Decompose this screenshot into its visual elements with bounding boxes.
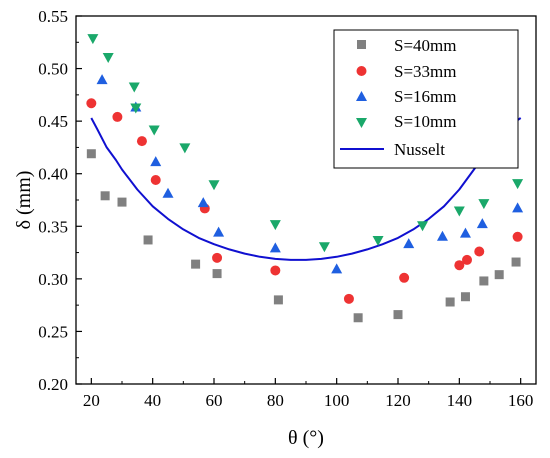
data-point-s-40mm: [479, 276, 489, 286]
data-point-s-33mm: [136, 136, 147, 147]
data-point-s-10mm: [148, 125, 160, 136]
data-point-s-10mm: [478, 199, 490, 210]
data-point-s-10mm: [208, 180, 220, 191]
y-tick-label: 0.30: [38, 270, 68, 289]
data-point-s-16mm: [150, 156, 162, 167]
y-tick-label: 0.55: [38, 7, 68, 26]
legend-label-s40: S=40mm: [394, 36, 457, 55]
data-point-s-40mm: [117, 197, 127, 207]
x-tick-label: 20: [83, 391, 100, 410]
data-point-s-40mm: [273, 295, 283, 305]
y-tick-label: 0.25: [38, 322, 68, 341]
legend-marker-s40: [357, 40, 366, 49]
data-point-s-10mm: [318, 242, 330, 253]
y-tick-label: 0.20: [38, 375, 68, 394]
data-point-s-16mm: [476, 218, 488, 229]
data-point-s-33mm: [270, 265, 281, 276]
legend-marker-s10: [356, 118, 367, 128]
data-point-s-40mm: [212, 269, 222, 279]
data-point-s-10mm: [87, 34, 99, 45]
legend: S=40mm S=33mm S=16mm S=10mm Nusselt: [333, 29, 519, 169]
data-point-s-33mm: [212, 252, 223, 263]
legend-marker-s16: [356, 91, 367, 101]
data-point-s-16mm: [331, 263, 343, 274]
data-point-s-40mm: [143, 235, 153, 245]
data-point-s-10mm: [179, 143, 191, 154]
data-point-s-10mm: [453, 206, 465, 217]
x-tick-label: 140: [447, 391, 473, 410]
x-tick-label: 160: [508, 391, 534, 410]
data-point-s-40mm: [393, 310, 403, 320]
y-tick-label: 0.40: [38, 165, 68, 184]
y-axis-title: δ (mm): [13, 171, 35, 230]
data-point-s-40mm: [191, 259, 201, 269]
data-markers: [86, 34, 524, 323]
legend-label-s16: S=16mm: [394, 87, 457, 106]
legend-label-nusselt: Nusselt: [394, 140, 445, 159]
data-point-s-16mm: [197, 197, 209, 208]
data-point-s-16mm: [213, 226, 225, 237]
data-point-s-16mm: [512, 202, 524, 213]
data-point-s-10mm: [102, 53, 114, 64]
data-point-s-40mm: [494, 270, 504, 280]
data-point-s-33mm: [512, 231, 523, 242]
data-point-s-33mm: [462, 254, 472, 265]
data-point-s-16mm: [403, 238, 415, 249]
data-point-s-16mm: [162, 187, 174, 198]
y-tick-label: 0.45: [38, 112, 68, 131]
data-point-s-33mm: [343, 293, 354, 304]
legend-label-s10: S=10mm: [394, 112, 457, 131]
data-point-s-10mm: [372, 235, 384, 246]
data-point-s-33mm: [150, 175, 161, 186]
data-point-s-40mm: [511, 257, 521, 267]
data-point-s-40mm: [460, 292, 470, 302]
series-line-nusselt: [90, 117, 522, 261]
data-point-s-40mm: [353, 313, 363, 323]
data-point-s-10mm: [269, 220, 281, 231]
data-point-s-33mm: [112, 111, 123, 122]
legend-label-s33: S=33mm: [394, 62, 457, 81]
data-point-s-16mm: [459, 227, 471, 238]
x-tick-label: 60: [206, 391, 223, 410]
x-tick-label: 40: [144, 391, 161, 410]
y-tick-label: 0.35: [38, 217, 68, 236]
x-tick-label: 80: [267, 391, 284, 410]
data-point-s-33mm: [86, 98, 97, 109]
data-point-s-10mm: [417, 221, 429, 232]
y-tick-label: 0.50: [38, 60, 68, 79]
nusselt-layer: [90, 117, 522, 261]
data-point-s-16mm: [96, 74, 108, 85]
axis-ticks: 20 40 60 80 100 120 140 160 0.20 0.25 0.30 0.35 0.40…: [38, 7, 533, 410]
data-point-s-10mm: [512, 179, 524, 190]
x-axis-title: θ (°): [288, 427, 324, 449]
x-tick-label: 120: [385, 391, 411, 410]
data-point-s-16mm: [269, 242, 281, 253]
data-point-s-16mm: [436, 230, 448, 241]
data-point-s-40mm: [100, 191, 110, 201]
data-point-s-40mm: [445, 297, 455, 307]
data-point-s-40mm: [86, 149, 96, 159]
data-point-s-33mm: [399, 272, 410, 283]
data-point-s-33mm: [474, 246, 485, 257]
data-point-s-10mm: [128, 82, 140, 93]
data-point-s-33mm: [454, 260, 465, 271]
data-point-s-10mm: [130, 103, 142, 114]
legend-marker-s33: [356, 66, 367, 76]
x-tick-label: 100: [324, 391, 350, 410]
